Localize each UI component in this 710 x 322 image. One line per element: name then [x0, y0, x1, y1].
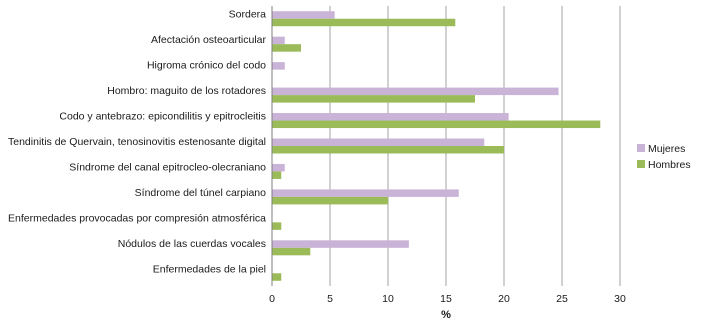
category-label: Tendinitis de Quervain, tenosinovitis es… — [8, 136, 266, 148]
x-tick-labels: 0 5 10 15 20 25 30 — [269, 293, 626, 305]
category-label: Afectación osteoarticular — [151, 34, 266, 46]
category-label: Síndrome del túnel carpiano — [135, 187, 266, 199]
x-axis-title: % — [441, 309, 451, 321]
bar-mujeres-0 — [272, 11, 335, 19]
bar-hombres-3 — [272, 95, 475, 103]
category-label: Síndrome del canal epitrocleo-olecranian… — [69, 161, 266, 173]
bar-hombres-8 — [272, 222, 282, 230]
bar-hombres-10 — [272, 273, 282, 281]
category-label: Hombro: maguito de los rotadores — [107, 85, 266, 97]
x-tick-label: 0 — [269, 293, 275, 305]
legend-label-mujeres: Mujeres — [648, 143, 685, 155]
x-tick-label: 20 — [498, 293, 510, 305]
x-tick-label: 25 — [556, 293, 568, 305]
bar-mujeres-1 — [272, 36, 285, 45]
bar-hombres-5 — [272, 146, 504, 154]
bar-mujeres-7 — [272, 189, 459, 197]
category-label: Enfermedades de la piel — [153, 263, 266, 275]
bar-hombres-1 — [272, 44, 301, 52]
category-label: Higroma crónico del codo — [147, 60, 266, 72]
bar-hombres-9 — [272, 247, 311, 256]
bars — [272, 11, 601, 281]
bar-hombres-4 — [272, 120, 601, 129]
category-label: Nódulos de las cuerdas vocales — [118, 238, 266, 250]
bar-mujeres-9 — [272, 240, 409, 248]
legend: Mujeres Hombres — [637, 143, 691, 171]
category-label: Enfermedades provocadas por compresión a… — [8, 212, 266, 224]
legend-label-hombres: Hombres — [648, 159, 691, 171]
x-tick-label: 10 — [382, 293, 394, 305]
bar-hombres-0 — [272, 18, 456, 27]
x-tick-label: 15 — [440, 293, 452, 305]
legend-swatch-mujeres — [637, 144, 645, 152]
bar-mujeres-4 — [272, 113, 509, 121]
x-tick-label: 5 — [327, 293, 333, 305]
bar-hombres-7 — [272, 196, 388, 205]
x-tick-label: 30 — [614, 293, 626, 305]
category-label: Sordera — [229, 9, 267, 21]
bar-mujeres-6 — [272, 163, 285, 172]
bar-mujeres-5 — [272, 138, 485, 146]
bar-mujeres-3 — [272, 87, 559, 96]
legend-swatch-hombres — [637, 160, 645, 168]
bar-mujeres-2 — [272, 62, 285, 70]
bar-hombres-6 — [272, 171, 282, 179]
category-label: Codo y antebrazo: epicondilitis y epitro… — [59, 111, 266, 123]
category-labels: Sordera Afectación osteoarticular Higroma … — [8, 9, 266, 276]
